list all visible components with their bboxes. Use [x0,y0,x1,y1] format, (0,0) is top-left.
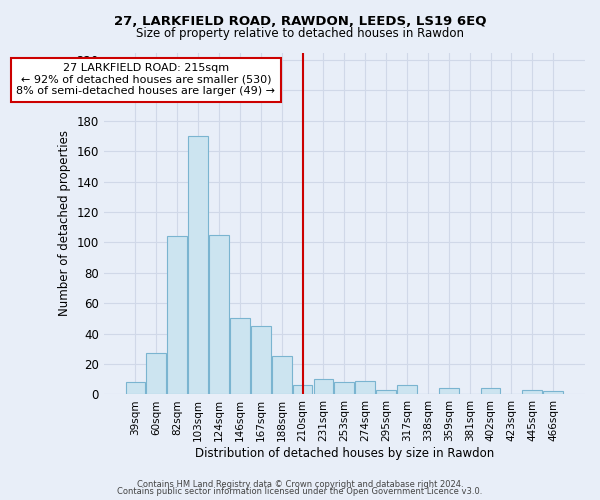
Bar [188,136,208,394]
Bar [439,388,458,394]
Bar [125,382,145,394]
Bar [146,354,166,395]
Bar [293,386,313,394]
Text: Contains public sector information licensed under the Open Government Licence v3: Contains public sector information licen… [118,487,482,496]
Bar [481,388,500,394]
Bar [314,380,334,394]
Bar [355,381,375,394]
Bar [376,390,396,394]
Bar [543,392,563,394]
Text: 27, LARKFIELD ROAD, RAWDON, LEEDS, LS19 6EQ: 27, LARKFIELD ROAD, RAWDON, LEEDS, LS19 … [114,15,486,28]
Bar [209,235,229,394]
Bar [397,386,417,394]
Text: 27 LARKFIELD ROAD: 215sqm
← 92% of detached houses are smaller (530)
8% of semi-: 27 LARKFIELD ROAD: 215sqm ← 92% of detac… [16,63,275,96]
Bar [251,326,271,394]
Bar [334,382,354,394]
Text: Size of property relative to detached houses in Rawdon: Size of property relative to detached ho… [136,28,464,40]
Bar [272,356,292,395]
X-axis label: Distribution of detached houses by size in Rawdon: Distribution of detached houses by size … [195,447,494,460]
Text: Contains HM Land Registry data © Crown copyright and database right 2024.: Contains HM Land Registry data © Crown c… [137,480,463,489]
Bar [230,318,250,394]
Bar [167,236,187,394]
Y-axis label: Number of detached properties: Number of detached properties [58,130,71,316]
Bar [523,390,542,394]
